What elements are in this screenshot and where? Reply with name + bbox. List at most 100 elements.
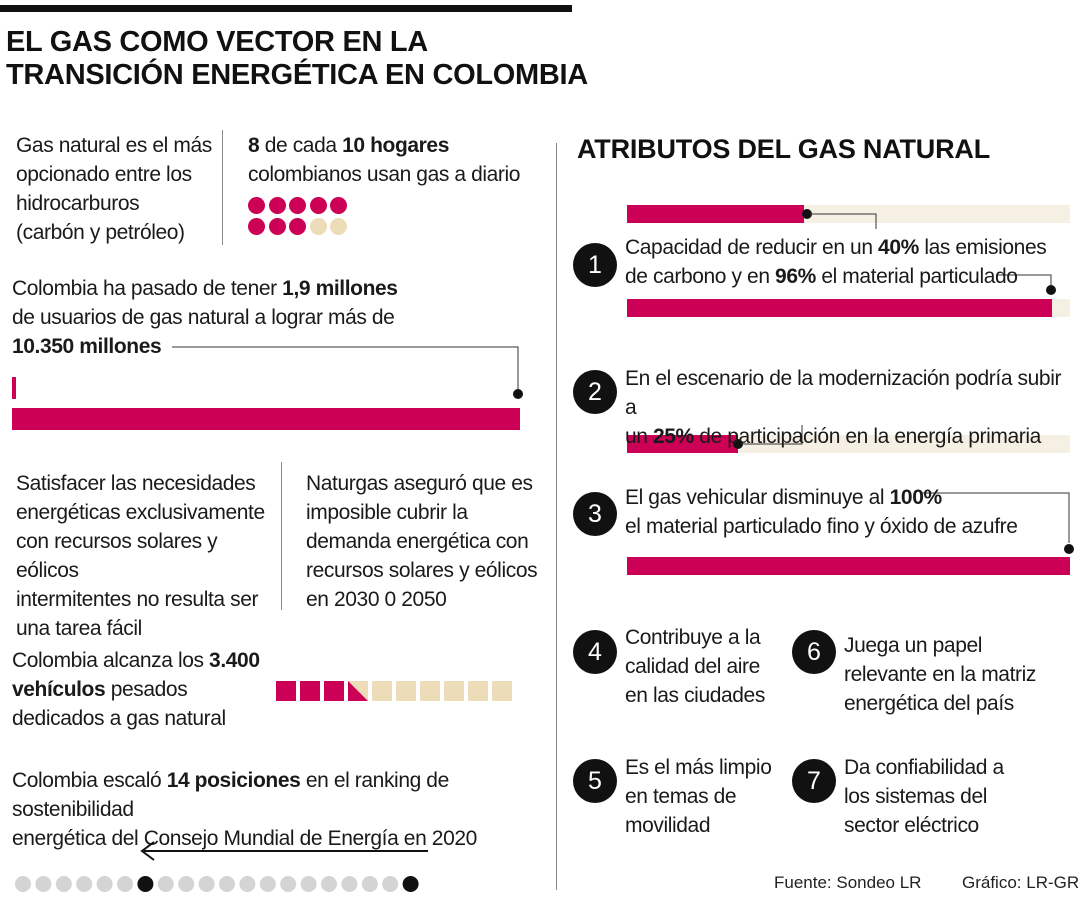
attr5-line: movilidad (625, 814, 711, 837)
attr1-value-a: 40% (878, 236, 919, 259)
attr1-bar-a (627, 205, 804, 223)
ranking-dot (15, 876, 31, 892)
arrow-head-icon (140, 841, 155, 861)
attr2-pre: un (625, 425, 653, 448)
attr4-line: calidad del aire (625, 655, 760, 678)
naturgas-line: imposible cubrir la (306, 501, 468, 524)
hydrocarbons-line: hidrocarburos (16, 192, 140, 215)
vehicle-square (372, 681, 392, 701)
vehicle-square (396, 681, 416, 701)
ranking-text: Colombia escaló 14 posiciones en el rank… (12, 766, 552, 853)
vehicle-square-partial (348, 681, 368, 701)
attr1-pre-2: de carbono y en (625, 265, 776, 288)
attr2-leader (742, 425, 803, 445)
attr1-bar-b (627, 299, 1052, 317)
attr2-line-1: En el escenario de la modernización podr… (625, 367, 1062, 419)
households-num: 8 (248, 134, 260, 157)
attr4-number: 4 (573, 630, 617, 674)
users-from-bar (12, 377, 16, 399)
household-dot (289, 197, 306, 214)
vehicles-word: vehículos (12, 678, 106, 701)
ranking-dot (96, 876, 113, 892)
vehicles-line-3: dedicados a gas natural (12, 707, 226, 730)
vehicle-square (324, 681, 344, 701)
ranking-dot (259, 876, 276, 892)
household-dot (330, 197, 347, 214)
attr3-leader (922, 492, 1070, 543)
ranking-pre: Colombia escaló (12, 769, 167, 792)
attr6-line: energética del país (844, 692, 1014, 715)
attributes-heading: ATRIBUTOS DEL GAS NATURAL (577, 134, 990, 164)
vehicles-line-1: Colombia alcanza los 3.400 (12, 646, 272, 675)
users-from: 1,9 millones (282, 277, 398, 300)
attr1-line-1: Capacidad de reducir en un 40% las emisi… (625, 233, 1055, 262)
household-dot (289, 218, 306, 235)
users-pre: Colombia ha pasado de tener (12, 277, 283, 300)
household-dot (330, 218, 347, 235)
users-line-3: 10.350 millones (12, 332, 532, 361)
divider (222, 130, 223, 245)
ranking-arrow (140, 841, 428, 861)
household-dot (248, 197, 265, 214)
vehicle-square (300, 681, 320, 701)
attributes-bars (627, 205, 1074, 575)
attr5-text: Es el más limpio en temas de movilidad (625, 753, 795, 840)
attr5-line: en temas de (625, 785, 737, 808)
attr6-text: Juega un papel relevante en la matriz en… (844, 631, 1074, 718)
title-line-2: TRANSICIÓN ENERGÉTICA EN COLOMBIA (6, 59, 588, 91)
users-marker (513, 389, 523, 399)
hydrocarbons-line: Gas natural es el más (16, 134, 212, 157)
households-line-2: colombianos usan gas a diario (248, 163, 521, 186)
ranking-line-2: energética del Consejo Mundial de Energí… (12, 827, 477, 850)
attr2-number: 2 (573, 370, 617, 414)
attr7-line: los sistemas del (844, 785, 987, 808)
attr4-line: en las ciudades (625, 684, 765, 707)
attr1-pre: Capacidad de reducir en un (625, 236, 879, 259)
attr1-value-b: 96% (775, 265, 816, 288)
vehicles-pre: Colombia alcanza los (12, 649, 210, 672)
vehicles-text: Colombia alcanza los 3.400 vehículos pes… (12, 646, 272, 733)
attr1-post-2: el material particulado (815, 265, 1018, 288)
renewables-line: intermitentes no resulta ser (16, 588, 259, 611)
renewables-line: una tarea fácil (16, 617, 142, 640)
naturgas-text: Naturgas aseguró que es imposible cubrir… (306, 469, 546, 614)
center-divider (556, 143, 557, 890)
ranking-positions: 14 posiciones (166, 769, 301, 792)
attr1-marker-a (802, 209, 812, 219)
vehicle-square (492, 681, 512, 701)
household-dot (309, 197, 327, 214)
ranking-dot (239, 876, 256, 892)
naturgas-line: recursos solares y eólicos (306, 559, 538, 582)
users-to-bar (12, 408, 520, 430)
ranking-dot (178, 876, 195, 892)
households-total: 10 hogares (342, 134, 449, 157)
users-leader (172, 346, 519, 392)
ranking-dot (117, 876, 133, 892)
ranking-dot (382, 876, 399, 892)
attr1-leader-a (810, 213, 877, 229)
vehicle-square (420, 681, 440, 701)
attr6-line: Juega un papel (844, 634, 983, 657)
ranking-dot (219, 876, 235, 892)
attr2-marker (733, 439, 743, 449)
vehicles-count: 3.400 (209, 649, 260, 672)
ranking-dot (300, 876, 317, 892)
attr7-number: 7 (792, 759, 836, 803)
users-line-2: de usuarios de gas natural a lograr más … (12, 306, 395, 329)
attr1-line-2: de carbono y en 96% el material particul… (625, 262, 1055, 291)
attr2-bar (627, 435, 738, 453)
ranking-dot (55, 876, 72, 892)
attr3-line-2: el material particulado fino y óxido de … (625, 515, 1018, 538)
households-line-1: 8 de cada 10 hogares (248, 131, 538, 160)
ranking-dot-row (15, 876, 419, 892)
attr1-text: Capacidad de reducir en un 40% las emisi… (625, 233, 1055, 291)
ranking-dot (76, 876, 93, 892)
graphic-credit: Gráfico: LR-GR (962, 873, 1080, 892)
attr6-number: 6 (792, 630, 836, 674)
users-text: Colombia ha pasado de tener 1,9 millones… (12, 274, 532, 361)
attr1-post: las emisiones (918, 236, 1047, 259)
attr2-post: de participación en la energía primaria (693, 425, 1041, 448)
attr5-line: Es el más limpio (625, 756, 772, 779)
ranking-post: en el ranking de sostenibilidad (12, 769, 449, 821)
ranking-dot (137, 876, 154, 892)
